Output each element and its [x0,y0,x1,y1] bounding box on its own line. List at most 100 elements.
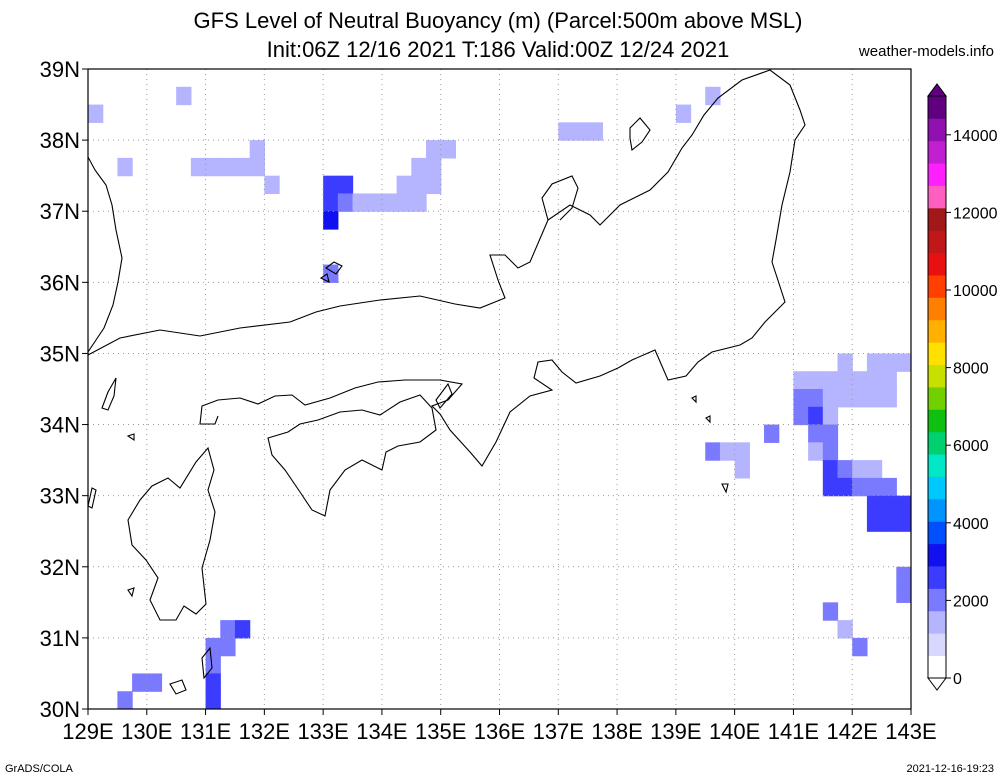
colorbar-swatch [928,521,946,545]
heatmap-cell [411,157,427,177]
lon-tick-label: 130E [121,719,172,744]
heatmap-cell [249,140,265,159]
colorbar-swatch [928,566,946,589]
lat-tick-label: 30N [40,697,80,722]
heatmap-cell [764,424,780,443]
colorbar-swatch [928,633,946,657]
heatmap-cell [881,371,897,390]
heatmap-cell [220,620,236,639]
colorbar-swatch [928,498,946,522]
heatmap-cell [205,673,221,692]
heatmap-cell [852,477,868,497]
colorbar-swatch [928,588,946,612]
colorbar-swatch [928,610,946,634]
lat-tick-label: 36N [40,270,80,295]
colorbar-swatch [928,655,946,679]
graticule [88,69,911,709]
heatmap-cell [220,637,236,657]
colorbar-swatch [928,364,946,388]
heatmap-cell [837,477,853,497]
lon-tick-label: 132E [239,719,290,744]
heatmap-cell [323,211,339,230]
heatmap-cell [367,193,383,212]
heatmap-cell [719,442,736,461]
colorbar-label: 0 [953,671,962,688]
colorbar-swatch [928,476,946,500]
heatmap-cell [176,86,192,106]
heatmap-cell [234,620,251,639]
colorbar-label: 10000 [953,283,998,300]
heatmap-cell [705,86,721,106]
site-credit: weather-models.info [858,43,994,60]
heatmap-cell [352,193,368,212]
heatmap-cell [734,442,750,461]
heatmap-cell [822,602,839,621]
lon-tick-label: 131E [180,719,231,744]
heatmap-cell [323,175,339,195]
heatmap-cell [822,460,839,479]
lat-tick-label: 35N [40,341,80,366]
heatmap-cell [190,157,207,177]
heatmap-cell [852,637,868,657]
heatmap-cell [866,371,883,390]
lon-tick-label: 134E [356,719,407,744]
heatmap-cell [896,353,911,372]
heatmap-cell [822,424,839,443]
heatmap-cell [88,104,104,123]
heatmap-cell [822,477,839,497]
software-credit: GrADS/COLA [5,763,73,775]
lon-tick-label: 137E [533,719,584,744]
heatmap-cell [808,389,824,408]
lon-tick-label: 129E [62,719,113,744]
heatmap-cell [866,477,883,497]
lon-tick-label: 135E [415,719,466,744]
heatmap-cell [146,673,163,692]
heatmap-cell [220,157,236,177]
heatmap-cell [837,389,853,408]
heatmap-cell [411,175,427,195]
heatmap-cell [117,691,133,709]
heatmap-cell [866,389,883,408]
heatmap-cell [808,371,824,390]
lat-tick-label: 33N [40,484,80,509]
heatmap-cell [837,460,853,479]
colorbar-label: 6000 [953,438,989,455]
heatmap-cell [852,389,868,408]
heatmap-cell [881,495,897,515]
heatmap-cell [323,193,339,212]
heatmap-cell [205,655,221,675]
heatmap-cell [396,193,412,212]
heatmap-cell [411,193,427,212]
heatmap-cell [587,122,603,141]
lat-tick-label: 38N [40,128,80,153]
heatmap-cell [896,584,911,603]
colorbar-swatch [928,96,946,119]
heatmap-cell [734,460,750,479]
heatmap-cell [558,122,574,141]
heatmap-cell [896,495,911,515]
heatmap-cell [852,460,868,479]
colorbar-label: 8000 [953,361,989,378]
heatmap-cell [866,353,883,372]
lat-tick-label: 39N [40,57,80,82]
lat-tick-label: 31N [40,626,80,651]
heatmap-cell [837,353,853,372]
heatmap-cell [866,460,883,479]
heatmap-cell [205,157,221,177]
heatmap-cell [205,637,221,657]
colorbar-label: 2000 [953,593,989,610]
lon-tick-label: 139E [650,719,701,744]
colorbar-label: 14000 [953,128,998,145]
heatmap-cell [396,175,412,195]
heatmap-cells [88,86,911,709]
heatmap-cell [705,442,721,461]
heatmap-cell [808,424,824,443]
coastlines [88,69,806,695]
colorbar-swatch [928,140,946,164]
heatmap-cell [426,157,442,177]
colorbar-swatch [928,319,946,343]
lon-tick-label: 133E [297,719,348,744]
heatmap-cell [117,157,133,177]
heatmap-cell [205,691,221,709]
colorbar-swatch [928,163,946,186]
